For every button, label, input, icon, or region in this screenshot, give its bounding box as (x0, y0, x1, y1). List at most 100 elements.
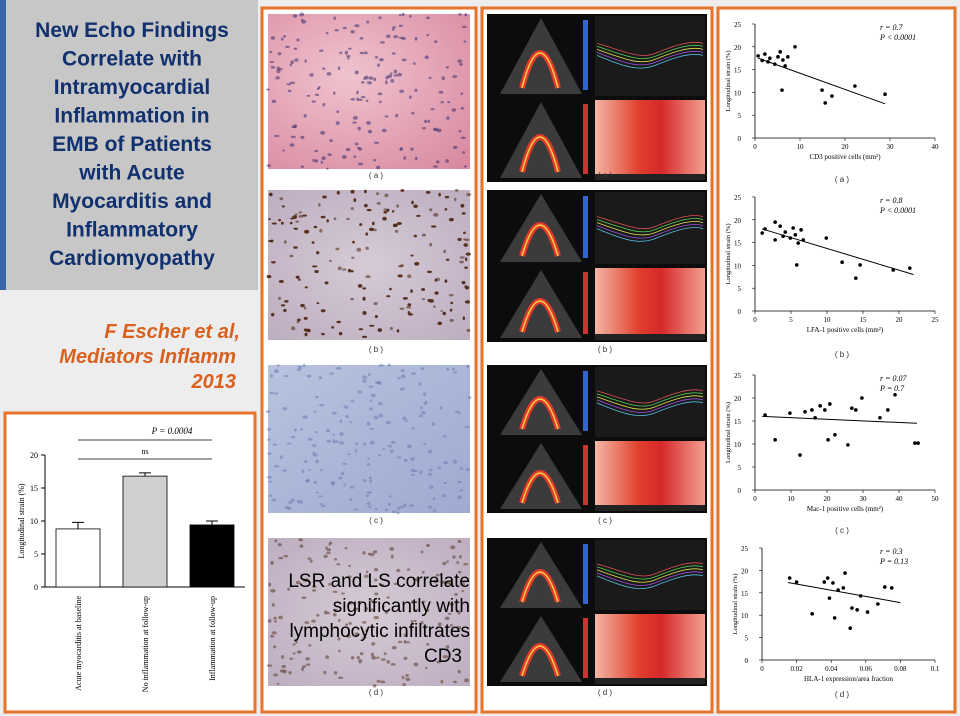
cell-nucleus (445, 645, 450, 650)
cell-nucleus (420, 620, 424, 625)
fit-line (762, 228, 914, 275)
y-tick-label: 10 (741, 612, 749, 620)
cell-nucleus (361, 95, 366, 99)
strain-trace (521, 136, 559, 173)
cell-nucleus (284, 300, 289, 303)
cell-nucleus (368, 227, 374, 232)
cell-nucleus (376, 679, 381, 683)
data-point (824, 236, 829, 240)
y-tick-label: 25 (734, 21, 742, 29)
cell-nucleus (273, 645, 277, 649)
cell-nucleus (376, 192, 380, 196)
cell-nucleus (387, 363, 391, 367)
cell-nucleus (319, 502, 323, 506)
cell-nucleus (457, 480, 462, 484)
cell-nucleus (464, 266, 468, 269)
cell-nucleus (374, 314, 378, 319)
cell-nucleus (388, 495, 392, 498)
cell-nucleus (342, 268, 347, 271)
cell-nucleus (283, 240, 287, 244)
cell-nucleus (366, 463, 371, 467)
cell-nucleus (296, 320, 300, 324)
cell-nucleus (460, 489, 464, 492)
cell-nucleus (354, 449, 358, 453)
cell-nucleus (301, 667, 304, 672)
cell-nucleus (371, 221, 375, 226)
data-point (913, 441, 917, 445)
cell-nucleus (269, 391, 274, 395)
strain-curve (596, 392, 704, 407)
cell-nucleus (325, 31, 329, 35)
strain-curve (596, 398, 704, 413)
cell-nucleus (461, 280, 466, 285)
cell-nucleus (298, 538, 304, 542)
cell-nucleus (270, 373, 273, 378)
data-point (858, 263, 862, 267)
cell-nucleus (450, 545, 456, 550)
cell-nucleus (273, 392, 279, 395)
cell-nucleus (326, 551, 331, 555)
cell-nucleus (320, 504, 326, 508)
panel-label: ( a ) (598, 171, 613, 180)
cell-nucleus (454, 593, 458, 596)
data-point (860, 396, 864, 400)
cell-nucleus (350, 656, 355, 660)
cell-nucleus (366, 121, 371, 125)
cell-nucleus (288, 671, 292, 675)
cell-nucleus (384, 508, 388, 512)
cell-nucleus (421, 410, 426, 415)
cell-nucleus (430, 108, 435, 111)
cell-nucleus (447, 100, 450, 104)
cell-nucleus (358, 659, 363, 663)
x-tick-label: 30 (887, 143, 895, 151)
cell-nucleus (301, 469, 305, 474)
cell-nucleus (300, 135, 305, 139)
y-tick-label: 25 (734, 194, 742, 202)
cell-nucleus (374, 578, 378, 582)
cell-nucleus (267, 438, 271, 441)
title-line: Correlate with (62, 48, 202, 71)
x-tick-label: 0.06 (860, 665, 873, 673)
cell-nucleus (401, 675, 405, 680)
cell-nucleus (322, 195, 327, 199)
cell-nucleus (353, 607, 359, 611)
cell-nucleus (337, 618, 341, 623)
cell-nucleus (390, 663, 396, 666)
data-point (787, 576, 792, 580)
cell-nucleus (370, 608, 375, 612)
cell-nucleus (461, 212, 466, 215)
cell-nucleus (321, 156, 326, 161)
cell-nucleus (340, 592, 345, 595)
cell-nucleus (368, 76, 374, 80)
cell-nucleus (268, 494, 273, 497)
cell-nucleus (369, 399, 373, 402)
cell-nucleus (464, 300, 471, 304)
x-tick-label: Inflammation at follow-up (208, 596, 217, 681)
cell-nucleus (294, 640, 298, 644)
cell-nucleus (425, 190, 431, 194)
cell-nucleus (354, 70, 359, 75)
cell-nucleus (371, 641, 376, 646)
cell-nucleus (437, 321, 443, 326)
cell-nucleus (444, 279, 448, 283)
cell-nucleus (382, 216, 387, 221)
cell-nucleus (381, 128, 387, 133)
cell-nucleus (292, 643, 296, 646)
data-point (788, 411, 792, 415)
strain-curve (596, 389, 704, 404)
x-tick-label: 10 (797, 143, 805, 151)
cell-nucleus (457, 237, 462, 241)
y-tick-label: 15 (734, 67, 742, 75)
cell-nucleus (372, 684, 377, 688)
cell-nucleus (355, 442, 359, 446)
statistic: P < 0.0001 (879, 33, 916, 42)
cell-nucleus (463, 238, 466, 241)
cell-nucleus (465, 468, 470, 472)
cell-nucleus (363, 203, 368, 208)
cell-nucleus (336, 110, 340, 114)
cell-nucleus (410, 289, 413, 293)
cell-nucleus (374, 56, 379, 59)
cell-nucleus (348, 621, 352, 625)
cell-nucleus (363, 478, 367, 483)
